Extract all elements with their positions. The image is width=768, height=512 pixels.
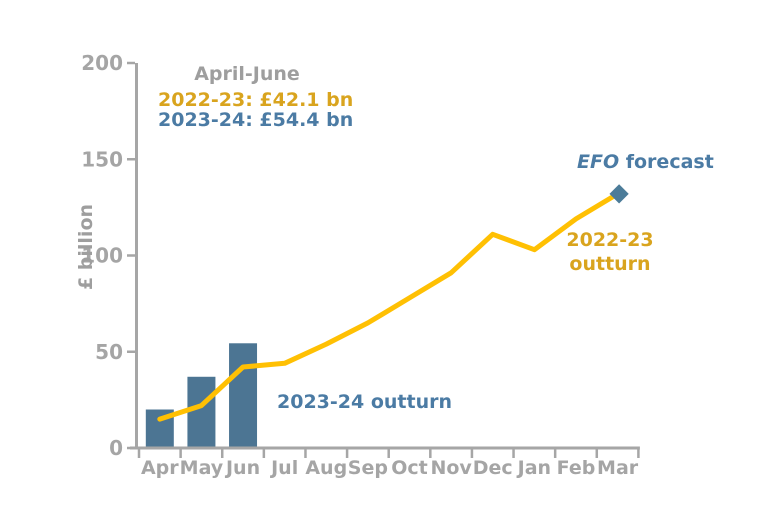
month-label-aug: Aug: [305, 457, 347, 479]
callout-heading: April-June: [194, 63, 300, 85]
efo-forecast-label: EFO forecast: [577, 152, 714, 172]
april-june-callout: April-June 2022-23: £42.1 bn 2023-24: £5…: [158, 63, 354, 131]
y-tick-label-50: 50: [95, 340, 123, 364]
y-tick-label-200: 200: [81, 51, 123, 75]
month-label-jul: Jul: [269, 457, 298, 479]
month-label-jun: Jun: [224, 457, 260, 479]
callout-2022-23-value: 2022-23: £42.1 bn: [158, 89, 354, 111]
y-tick-label-0: 0: [109, 436, 123, 460]
month-label-feb: Feb: [557, 457, 596, 479]
month-label-mar: Mar: [597, 457, 639, 479]
bar-series-label: 2023-24 outturn: [277, 391, 452, 413]
month-label-dec: Dec: [473, 457, 513, 479]
line-series-label-bottom: outturn: [569, 253, 651, 275]
y-tick-label-150: 150: [81, 147, 123, 171]
y-tick-label-100: 100: [81, 244, 123, 268]
line-series-label-top: 2022-23: [566, 229, 654, 251]
month-label-sep: Sep: [348, 457, 388, 479]
line-series-label: 2022-23 outturn: [560, 230, 660, 274]
callout-2023-24-value: 2023-24: £54.4 bn: [158, 109, 354, 131]
y-axis-title: £ billion: [75, 203, 97, 291]
bar-jun: [229, 343, 258, 449]
month-label-may: May: [180, 457, 224, 479]
month-label-nov: Nov: [430, 457, 472, 479]
efo-forecast-diamond: [609, 184, 629, 204]
bar-may: [187, 376, 216, 449]
outturn-line: [157, 191, 621, 422]
efo-forecast-label-rest: forecast: [619, 151, 714, 173]
month-label-oct: Oct: [391, 457, 428, 479]
month-label-jan: Jan: [516, 457, 551, 479]
efo-forecast-label-italic: EFO: [577, 151, 620, 173]
month-label-apr: Apr: [141, 457, 179, 479]
